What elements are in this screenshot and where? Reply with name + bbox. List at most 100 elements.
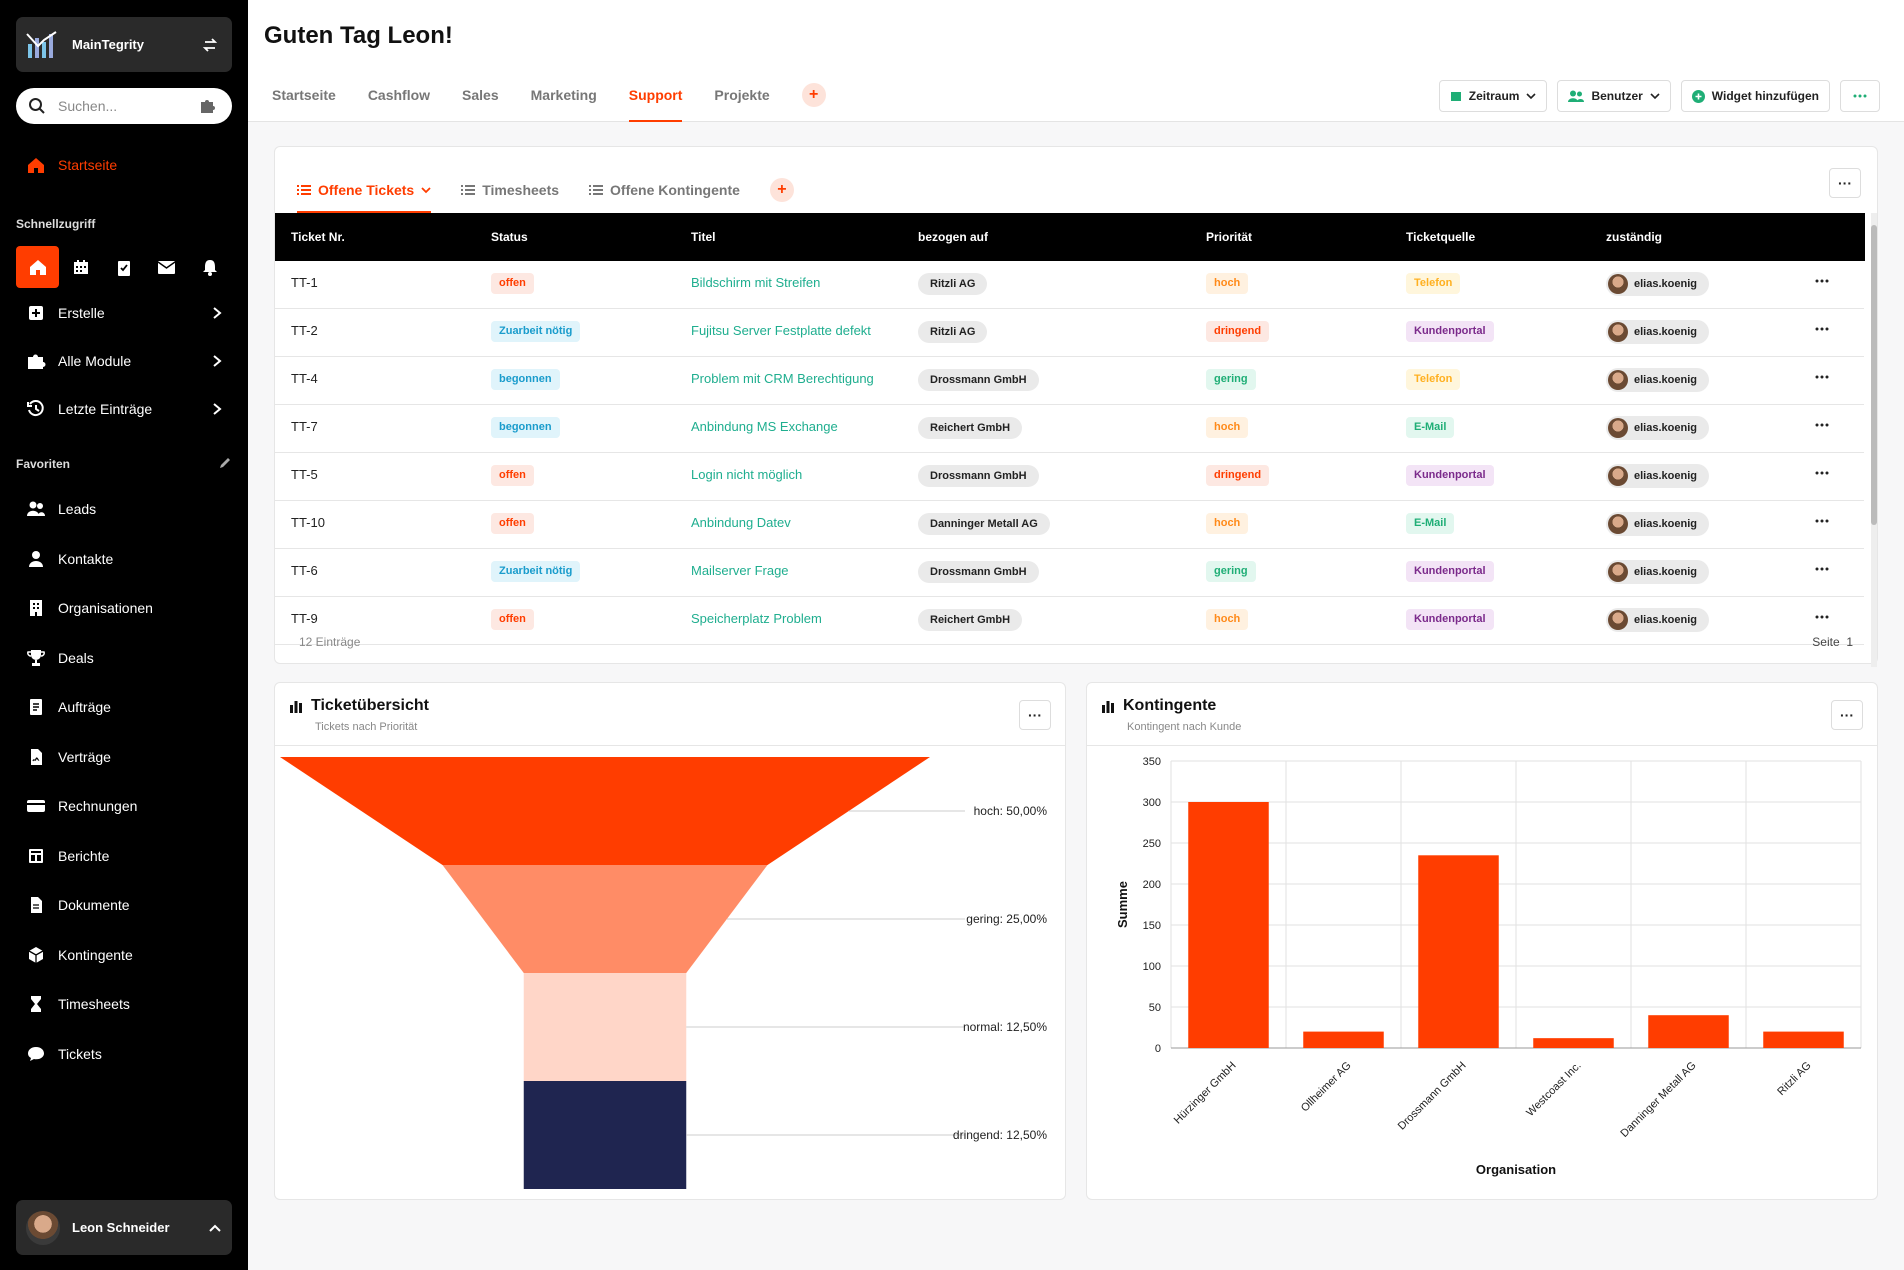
column-header[interactable]: Status (491, 230, 528, 244)
sidebar-item-organisationen[interactable]: Organisationen (16, 589, 232, 627)
sidebar-item-kontingente[interactable]: Kontingente (16, 936, 232, 974)
ticket-number[interactable]: TT-7 (291, 419, 318, 434)
column-header[interactable]: Ticketquelle (1406, 230, 1476, 244)
sidebar-item-erstelle[interactable]: Erstelle (16, 294, 232, 332)
row-actions-button[interactable] (1815, 319, 1829, 334)
row-actions-button[interactable] (1815, 607, 1829, 622)
org-badge[interactable]: Drossmann GmbH (918, 561, 1039, 583)
assignee-badge[interactable]: elias.koenig (1606, 560, 1709, 584)
table-row[interactable]: TT-7 begonnen Anbindung MS Exchange Reicher… (275, 405, 1864, 453)
ticket-title-link[interactable]: Bildschirm mit Streifen (691, 275, 821, 290)
funnel-segment-normal[interactable] (523, 973, 687, 1081)
zeitraum-button[interactable]: Zeitraum (1438, 80, 1548, 112)
ticket-title-link[interactable]: Anbindung Datev (691, 515, 791, 530)
column-header[interactable]: zuständig (1606, 230, 1662, 244)
ticket-title-link[interactable]: Mailserver Frage (691, 563, 789, 578)
org-badge[interactable]: Drossmann GmbH (918, 465, 1039, 487)
sidebar-item-verträge[interactable]: Verträge (16, 738, 232, 776)
brand-switcher[interactable]: MainTegrity (16, 17, 232, 72)
org-badge[interactable]: Ritzli AG (918, 273, 988, 295)
org-badge[interactable]: Drossmann GmbH (918, 369, 1039, 391)
sidebar-item-rechnungen[interactable]: Rechnungen (16, 787, 232, 825)
table-row[interactable]: TT-1 offen Bildschirm mit Streifen Ritzli A… (275, 261, 1864, 309)
quick-home-button[interactable] (16, 246, 59, 288)
ticket-number[interactable]: TT-6 (291, 563, 318, 578)
widget-tab-offene-tickets[interactable]: Offene Tickets (297, 171, 432, 213)
add-widget-tab-button[interactable]: + (769, 178, 794, 202)
widget-tab-offene-kontingente[interactable]: Offene Kontingente (589, 171, 740, 209)
assignee-badge[interactable]: elias.koenig (1606, 608, 1709, 632)
ticket-title-link[interactable]: Anbindung MS Exchange (691, 419, 838, 434)
switch-icon[interactable] (202, 37, 218, 53)
table-row[interactable]: TT-4 begonnen Problem mit CRM Berechtigung… (275, 357, 1864, 405)
org-badge[interactable]: Ritzli AG (918, 321, 988, 343)
org-badge[interactable]: Reichert GmbH (918, 417, 1023, 439)
tab-marketing[interactable]: Marketing (530, 87, 597, 103)
funnel-segment-hoch[interactable] (280, 757, 930, 865)
table-row[interactable]: TT-10 offen Anbindung Datev Danninger Metal… (275, 501, 1864, 549)
column-header[interactable]: Ticket Nr. (291, 230, 345, 244)
add-tab-button[interactable]: + (801, 83, 826, 107)
sidebar-item-startseite[interactable]: Startseite (16, 146, 232, 184)
ticket-number[interactable]: TT-4 (291, 371, 318, 386)
sidebar-item-deals[interactable]: Deals (16, 639, 232, 677)
sidebar-item-dokumente[interactable]: Dokumente (16, 886, 232, 924)
bar-widget-menu-button[interactable]: ··· (1831, 700, 1863, 730)
tickets-widget-menu-button[interactable]: ··· (1829, 168, 1861, 198)
tab-sales[interactable]: Sales (462, 87, 499, 103)
sidebar-item-kontakte[interactable]: Kontakte (16, 540, 232, 578)
funnel-segment-gering[interactable] (442, 865, 768, 973)
tab-startseite[interactable]: Startseite (272, 87, 336, 103)
sidebar-item-alle-module[interactable]: Alle Module (16, 342, 232, 380)
table-row[interactable]: TT-6 Zuarbeit nötig Mailserver Frage Drossm… (275, 549, 1864, 597)
column-header[interactable]: Titel (691, 230, 716, 244)
user-menu[interactable]: Leon Schneider (16, 1200, 232, 1255)
quick-tasks-button[interactable] (102, 246, 145, 288)
sidebar-item-timesheets[interactable]: Timesheets (16, 985, 232, 1023)
table-row[interactable]: TT-9 offen Speicherplatz Problem Reichert G… (275, 597, 1864, 645)
ticket-number[interactable]: TT-1 (291, 275, 318, 290)
row-actions-button[interactable] (1815, 271, 1829, 286)
bar-Westcoast Inc.[interactable] (1533, 1038, 1614, 1048)
search-input[interactable]: Suchen... (58, 98, 118, 114)
bar-Drossmann GmbH[interactable] (1418, 855, 1499, 1048)
edit-favorites-icon[interactable] (218, 456, 232, 470)
puzzle-icon[interactable] (198, 98, 218, 114)
bar-Danninger Metall AG[interactable] (1648, 1015, 1729, 1048)
assignee-badge[interactable]: elias.koenig (1606, 272, 1709, 296)
ticket-number[interactable]: TT-2 (291, 323, 318, 338)
table-row[interactable]: TT-2 Zuarbeit nötig Fujitsu Server Festpla… (275, 309, 1864, 357)
ticket-title-link[interactable]: Speicherplatz Problem (691, 611, 822, 626)
row-actions-button[interactable] (1815, 463, 1829, 478)
funnel-widget-menu-button[interactable]: ··· (1019, 700, 1051, 730)
sidebar-item-berichte[interactable]: Berichte (16, 837, 232, 875)
search-box[interactable]: Suchen... (16, 88, 232, 124)
org-badge[interactable]: Danninger Metall AG (918, 513, 1050, 535)
ticket-title-link[interactable]: Login nicht möglich (691, 467, 803, 482)
ticket-number[interactable]: TT-9 (291, 611, 318, 626)
bar-Ollheimer AG[interactable] (1303, 1031, 1384, 1048)
benutzer-button[interactable]: Benutzer (1557, 80, 1671, 112)
assignee-badge[interactable]: elias.koenig (1606, 464, 1709, 488)
org-badge[interactable]: Reichert GmbH (918, 609, 1023, 631)
sidebar-item-letzte-eintraege[interactable]: Letzte Einträge (16, 390, 232, 428)
row-actions-button[interactable] (1815, 367, 1829, 382)
ticket-title-link[interactable]: Fujitsu Server Festplatte defekt (691, 323, 871, 338)
more-options-button[interactable] (1840, 80, 1880, 112)
widget-hinzufuegen-button[interactable]: Widget hinzufügen (1680, 80, 1830, 112)
ticket-number[interactable]: TT-5 (291, 467, 318, 482)
quick-mail-button[interactable] (145, 246, 188, 288)
sidebar-item-leads[interactable]: Leads (16, 490, 232, 528)
quick-notifications-button[interactable] (188, 246, 231, 288)
assignee-badge[interactable]: elias.koenig (1606, 416, 1709, 440)
bar-Ritzli AG[interactable] (1763, 1031, 1844, 1048)
column-header[interactable]: bezogen auf (918, 230, 989, 244)
tab-cashflow[interactable]: Cashflow (367, 87, 431, 103)
table-row[interactable]: TT-5 offen Login nicht möglich Drossmann Gm… (275, 453, 1864, 501)
row-actions-button[interactable] (1815, 511, 1829, 526)
table-scrollbar[interactable] (1871, 213, 1877, 667)
column-header[interactable]: Priorität (1206, 230, 1253, 244)
bar-Hürzinger GmbH[interactable] (1188, 802, 1269, 1048)
assignee-badge[interactable]: elias.koenig (1606, 512, 1709, 536)
tab-projekte[interactable]: Projekte (714, 87, 770, 103)
